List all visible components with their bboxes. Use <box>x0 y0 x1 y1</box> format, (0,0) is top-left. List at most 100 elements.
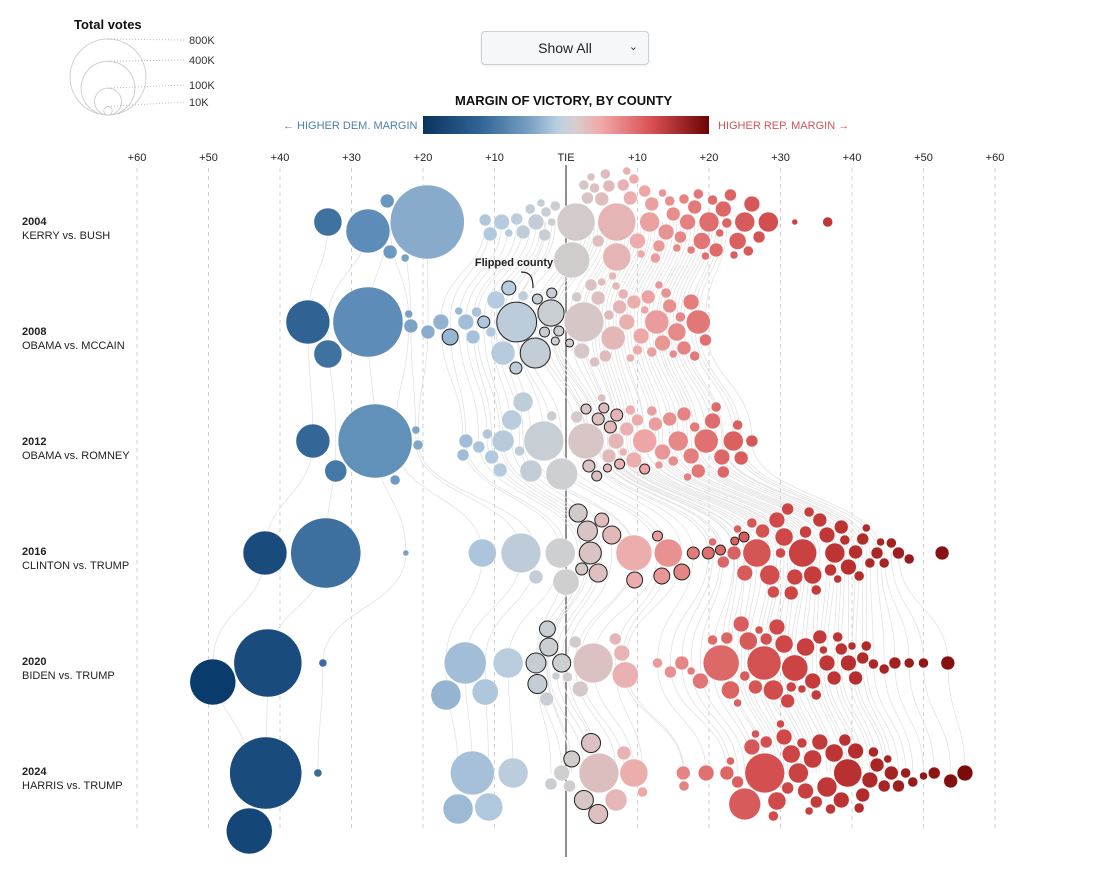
county-bubble <box>584 278 598 292</box>
county-connector <box>410 321 417 442</box>
county-bubble <box>632 344 643 356</box>
color-legend-right-label: HIGHER REP. MARGIN → <box>718 120 850 132</box>
county-bubble <box>545 457 578 491</box>
county-connector <box>657 662 707 774</box>
county-bubble <box>719 765 735 781</box>
county-bubble <box>888 656 902 670</box>
county-bubble <box>519 459 543 483</box>
county-bubble <box>615 534 653 572</box>
county-bubble <box>774 527 794 547</box>
county-bubble <box>883 754 893 764</box>
county-connector <box>883 662 914 774</box>
row-year: 2004 <box>22 216 47 228</box>
county-bubble <box>626 294 642 310</box>
county-bubble <box>733 524 742 534</box>
county-bubble <box>759 735 773 749</box>
county-bubble <box>640 305 649 315</box>
county-bubble <box>686 245 696 255</box>
county-bubble <box>847 742 864 760</box>
county-bubble <box>486 290 506 310</box>
county-bubble <box>646 405 658 417</box>
county-bubble-flipped <box>602 463 613 473</box>
county-bubble <box>697 764 715 782</box>
county-bubble <box>731 775 744 789</box>
county-connector <box>923 662 952 774</box>
county-connector <box>440 221 486 323</box>
county-bubble <box>692 672 709 690</box>
county-connector <box>507 552 561 664</box>
county-connector <box>681 662 731 774</box>
county-bubble <box>804 806 814 816</box>
county-bubble <box>472 440 486 454</box>
county-bubble <box>611 281 621 291</box>
county-bubble <box>833 791 850 809</box>
county-bubble <box>337 403 413 479</box>
county-bubble <box>746 645 782 681</box>
county-connector <box>445 552 483 664</box>
county-bubble <box>862 523 871 533</box>
county-bubble <box>650 252 661 264</box>
county-bubble <box>313 768 323 778</box>
county-bubble <box>456 448 470 462</box>
county-connector <box>647 321 679 442</box>
county-bubble <box>442 793 474 825</box>
county-bubble <box>775 728 793 746</box>
county-bubble <box>743 195 761 213</box>
county-bubble <box>589 182 600 194</box>
county-bubble <box>662 298 677 314</box>
county-bubble <box>411 425 421 435</box>
county-bubble-flipped <box>578 541 602 565</box>
county-bubble <box>540 206 552 218</box>
county-bubble-flipped <box>701 546 715 560</box>
county-bubble <box>640 289 656 305</box>
county-bubble-flipped <box>673 563 691 581</box>
county-bubble <box>848 670 863 686</box>
county-bubble <box>612 299 627 315</box>
county-bubble <box>538 228 551 242</box>
county-bubble-flipped <box>714 544 726 556</box>
county-bubble <box>721 680 740 700</box>
county-bubble <box>824 563 837 577</box>
county-bubble <box>796 637 815 657</box>
county-bubble <box>797 782 814 800</box>
county-bubble <box>553 241 590 279</box>
county-bubble <box>482 428 493 440</box>
filter-dropdown[interactable]: Show All ⌄ <box>481 31 649 65</box>
county-bubble <box>876 537 885 547</box>
x-tick-label: +30 <box>342 152 361 164</box>
county-bubble <box>390 184 465 260</box>
county-bubble <box>547 217 556 227</box>
county-connector <box>483 221 531 323</box>
county-bubble <box>934 545 950 561</box>
county-bubble <box>940 655 956 671</box>
county-bubble <box>776 719 785 729</box>
county-bubble <box>517 290 529 302</box>
county-bubble <box>497 757 529 789</box>
county-bubble <box>608 271 617 281</box>
county-bubble <box>752 230 766 244</box>
row-matchup: KERRY vs. BUSH <box>22 230 111 242</box>
county-bubble <box>632 428 657 454</box>
county-connector <box>626 221 656 323</box>
county-bubble <box>717 465 730 479</box>
county-bubble <box>638 184 651 198</box>
county-bubble <box>781 654 809 682</box>
row-matchup: HARRIS vs. TRUMP <box>22 780 123 792</box>
county-bubble <box>290 517 362 589</box>
x-tick-label: +40 <box>843 152 862 164</box>
county-bubble-flipped <box>527 674 548 694</box>
county-connector <box>751 440 881 554</box>
county-bubble <box>810 689 822 701</box>
county-bubble <box>528 569 544 585</box>
county-bubble <box>775 547 786 559</box>
county-bubble <box>804 672 821 690</box>
county-bubble <box>824 542 846 564</box>
x-tick-label: +60 <box>986 152 1005 164</box>
county-bubble <box>733 698 742 708</box>
county-connector <box>585 440 709 554</box>
county-bubble <box>626 353 635 363</box>
county-bubble <box>763 679 784 701</box>
county-bubble <box>818 526 836 544</box>
county-bubble-flipped <box>563 750 581 768</box>
county-bubble-flipped <box>582 459 596 473</box>
